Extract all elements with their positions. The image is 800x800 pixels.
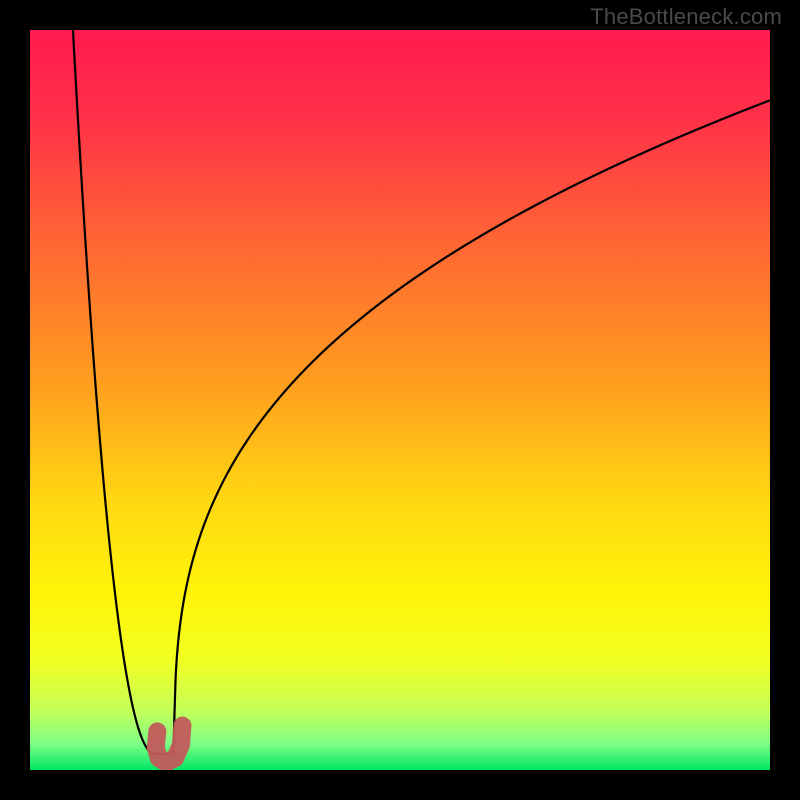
gradient-background bbox=[30, 30, 770, 770]
watermark-text: TheBottleneck.com bbox=[590, 4, 782, 30]
bottleneck-curve-chart bbox=[30, 30, 770, 770]
optimal-marker-dot bbox=[148, 723, 166, 741]
chart-frame: TheBottleneck.com bbox=[0, 0, 800, 800]
